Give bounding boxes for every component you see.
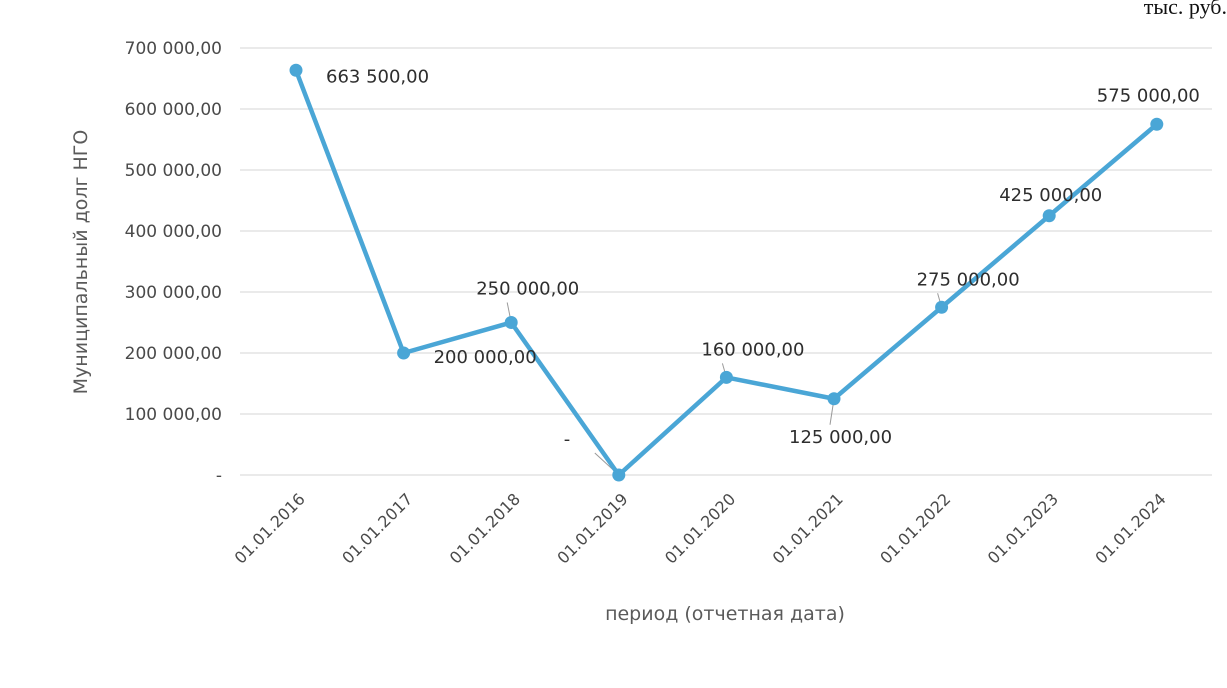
y-tick-label: 100 000,00 bbox=[125, 405, 222, 425]
data-point bbox=[612, 468, 626, 482]
data-point bbox=[827, 392, 841, 406]
x-tick-label: 01.01.2024 bbox=[1091, 489, 1169, 567]
x-tick-label: 01.01.2017 bbox=[338, 489, 416, 567]
x-axis-ticks: 01.01.2016 01.01.2017 01.01.2018 01.01.2019… bbox=[231, 489, 1170, 567]
data-label: 200 000,00 bbox=[434, 347, 537, 368]
x-axis-title: период (отчетная дата) bbox=[605, 603, 845, 625]
y-tick-label: 600 000,00 bbox=[125, 100, 222, 120]
y-tick-label: 200 000,00 bbox=[125, 344, 222, 364]
y-tick-label: 500 000,00 bbox=[125, 161, 222, 181]
x-tick-label: 01.01.2022 bbox=[876, 489, 954, 567]
data-label: 425 000,00 bbox=[999, 185, 1102, 206]
gridlines bbox=[240, 47, 1212, 476]
x-tick-label: 01.01.2023 bbox=[984, 489, 1062, 567]
data-label: 160 000,00 bbox=[701, 339, 804, 360]
data-label: 575 000,00 bbox=[1097, 85, 1200, 106]
data-label: 275 000,00 bbox=[917, 269, 1020, 290]
x-tick-label: 01.01.2020 bbox=[661, 489, 739, 567]
y-axis-title: Муниципальный долг НГО bbox=[70, 130, 92, 395]
data-point bbox=[504, 316, 518, 329]
data-point bbox=[397, 346, 411, 360]
x-tick-label: 01.01.2019 bbox=[553, 489, 631, 567]
data-point bbox=[935, 300, 949, 314]
units-note: тыс. руб. bbox=[1143, 0, 1227, 19]
y-tick-label: - bbox=[216, 466, 222, 486]
data-label: 663 500,00 bbox=[326, 66, 429, 87]
x-tick-label: 01.01.2018 bbox=[446, 489, 524, 567]
data-point bbox=[1150, 117, 1164, 131]
x-tick-label: 01.01.2016 bbox=[231, 489, 309, 567]
data-point bbox=[1042, 209, 1056, 223]
y-tick-label: 700 000,00 bbox=[125, 39, 222, 59]
data-label: 250 000,00 bbox=[476, 279, 579, 300]
data-point bbox=[719, 370, 733, 384]
y-tick-label: 400 000,00 bbox=[125, 222, 222, 242]
data-points bbox=[289, 63, 1164, 482]
x-tick-label: 01.01.2021 bbox=[769, 489, 847, 567]
data-label: 125 000,00 bbox=[789, 427, 892, 448]
data-point bbox=[289, 63, 303, 77]
y-tick-label: 300 000,00 bbox=[125, 283, 222, 303]
data-labels: 663 500,00 200 000,00 250 000,00 - 160 000,0… bbox=[326, 66, 1200, 450]
data-label: - bbox=[564, 429, 571, 450]
y-axis-ticks: - 100 000,00 200 000,00 300 000,00 400 000,0… bbox=[125, 39, 222, 486]
